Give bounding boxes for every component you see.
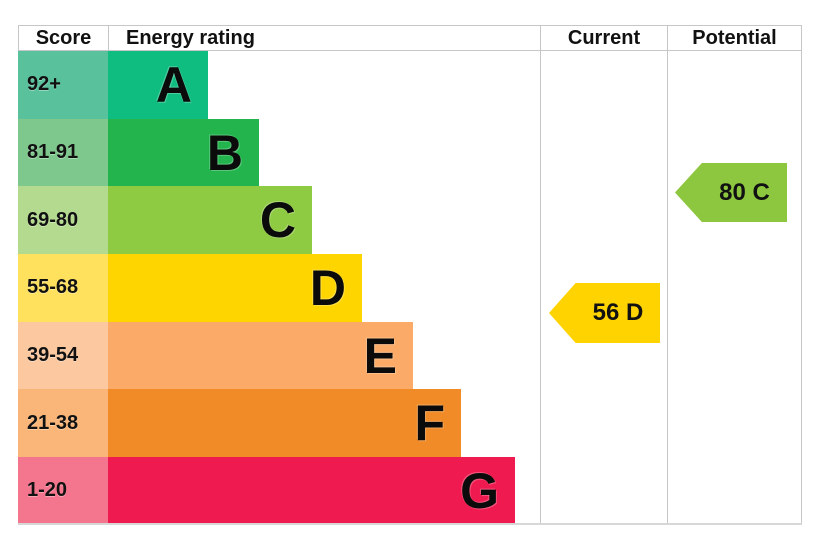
rating-letter: D (309, 259, 346, 316)
potential-arrow-label: 80 C (719, 178, 770, 206)
rating-bar: A (108, 51, 208, 119)
band-row-f: 21-38 F (18, 389, 802, 458)
epc-table: Score Energy rating Current Potential 92… (18, 25, 802, 525)
band-row-d: 55-68 D (18, 254, 802, 322)
rating-bar: F (108, 389, 461, 458)
score-range-cell: 81-91 (18, 118, 108, 187)
current-rating-arrow: 56 D (549, 283, 660, 343)
score-range-cell: 69-80 (18, 186, 108, 255)
rating-letter: G (460, 462, 499, 519)
band-row-e: 39-54 E (18, 321, 802, 390)
rating-bar: C (108, 186, 312, 255)
header-score: Score (19, 26, 109, 50)
rating-bar: D (108, 254, 362, 322)
potential-rating-arrow: 80 C (675, 163, 787, 222)
column-divider-current-potential (667, 51, 668, 525)
band-row-c: 69-80 C (18, 186, 802, 255)
band-row-a: 92+ A (18, 51, 802, 119)
header-row: Score Energy rating Current Potential (18, 25, 802, 51)
rating-letter: B (206, 124, 243, 181)
score-range-cell: 55-68 (18, 254, 108, 322)
table-bottom-border (18, 523, 802, 525)
rating-bar: E (108, 321, 413, 390)
score-range-cell: 1-20 (18, 457, 108, 525)
score-range-cell: 92+ (18, 51, 108, 119)
rating-bands: 92+ A 81-91 B 69-80 C 55-68 D 39-54 E 21… (18, 51, 802, 525)
score-range-cell: 39-54 (18, 321, 108, 390)
column-divider-current-left (540, 51, 541, 525)
rating-bar: G (108, 457, 515, 525)
rating-letter: E (363, 327, 397, 384)
header-energy-rating: Energy rating (109, 26, 541, 50)
rating-letter: F (414, 395, 445, 452)
band-row-g: 1-20 G (18, 457, 802, 525)
header-potential: Potential (692, 27, 777, 49)
header-current: Current (541, 26, 668, 50)
current-arrow-label: 56 D (592, 299, 644, 326)
rating-letter: C (259, 192, 296, 249)
rating-bar: B (108, 118, 259, 187)
rating-letter: A (155, 56, 192, 113)
band-row-b: 81-91 B (18, 118, 802, 187)
score-range-cell: 21-38 (18, 389, 108, 458)
column-divider-right-edge (801, 51, 802, 525)
